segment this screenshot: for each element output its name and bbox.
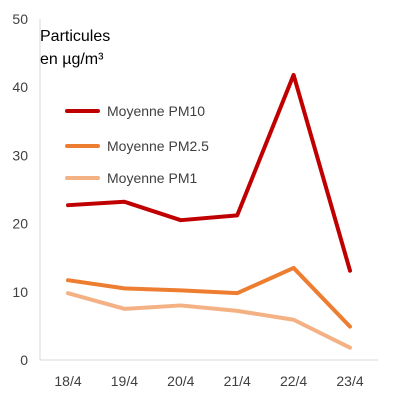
x-tick-label: 18/4 xyxy=(54,373,81,389)
series-line-1 xyxy=(66,72,352,273)
x-tick-label: 23/4 xyxy=(336,373,363,389)
x-tick-label: 21/4 xyxy=(224,373,251,389)
series-line-3 xyxy=(66,291,352,350)
x-tick-label: 19/4 xyxy=(111,373,138,389)
legend: Moyenne PM10 Moyenne PM2.5 Moyenne PM1 xyxy=(65,103,209,186)
y-tick-label: 50 xyxy=(12,11,28,27)
x-tick-label: 20/4 xyxy=(167,373,194,389)
legend-label-2: Moyenne PM2.5 xyxy=(107,138,209,154)
y-tick-label: 10 xyxy=(12,284,28,300)
y-tick-label: 20 xyxy=(12,216,28,232)
y-tick-label: 40 xyxy=(12,79,28,95)
x-tick-labels: 18/4 19/4 20/4 21/4 22/4 23/4 xyxy=(54,373,363,389)
y-tick-label: 30 xyxy=(12,147,28,163)
axes-layer xyxy=(39,19,378,361)
legend-label-3: Moyenne PM1 xyxy=(107,170,197,186)
y-tick-labels: 0 10 20 30 40 50 xyxy=(12,11,28,368)
y-axis-label-line-2: en µg/m³ xyxy=(40,51,104,68)
y-axis-label-line-1: Particules xyxy=(40,28,110,45)
y-tick-label: 0 xyxy=(20,352,28,368)
legend-label-1: Moyenne PM10 xyxy=(107,103,205,119)
series-lines xyxy=(66,72,352,350)
series-line-2 xyxy=(66,265,352,329)
x-tick-label: 22/4 xyxy=(280,373,307,389)
